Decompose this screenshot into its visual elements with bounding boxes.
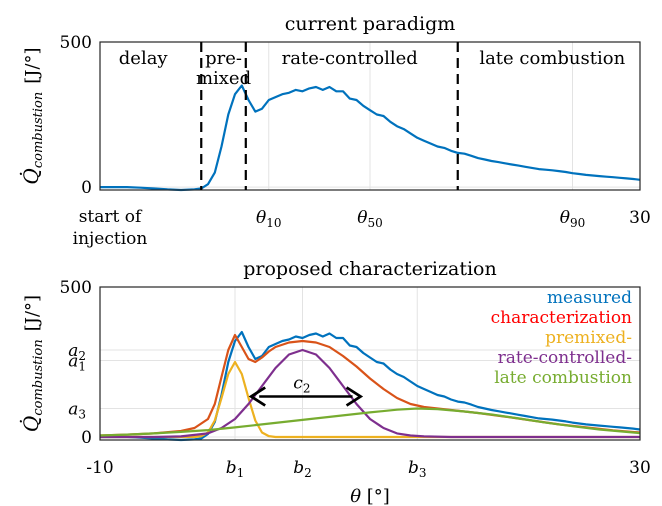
series-line-4: [99, 407, 641, 437]
phase-label: mixed: [196, 68, 251, 89]
phase-label: pre-: [205, 48, 242, 69]
c2-arrow-head-right: [345, 386, 364, 407]
x-tick-label: θ90: [560, 208, 586, 230]
x-tick-label: 30: [629, 208, 651, 228]
legend-entry: measured: [547, 288, 632, 308]
phase-label: late combustion: [479, 48, 625, 69]
c2-arrow-head-left: [248, 386, 266, 407]
chart-title: proposed characterization: [243, 258, 497, 280]
legend-entry: characterization: [491, 308, 632, 328]
y-tick-label: 0: [81, 178, 92, 198]
x-tick-label: b2: [293, 458, 312, 480]
phase-label: rate-controlled: [282, 48, 418, 69]
legend-entry: rate-controlled-: [498, 348, 632, 368]
start-of-injection-label-line1: start of: [79, 207, 143, 227]
y-tick-label: 0: [81, 428, 92, 448]
x-tick-label: b1: [226, 458, 245, 480]
y-tick-label: 500: [60, 33, 92, 53]
legend-entry: late combustion: [494, 368, 632, 388]
x-tick-label: 30: [629, 458, 651, 478]
current-paradigm-panel: current paradigm Q̇combustion[J/°] 500 0 θ10…: [19, 13, 651, 249]
y-tick-label: 500: [60, 278, 92, 298]
phase-label: delay: [119, 48, 169, 69]
series-line-0: [100, 330, 641, 442]
y-tick-label: a2: [68, 341, 86, 363]
chart-title: current paradigm: [285, 13, 456, 35]
proposed-characterization-panel: proposed characterization Q̇combustion[J/…: [19, 258, 651, 506]
legend: measuredcharacterizationpremixed-rate-co…: [491, 288, 633, 388]
axes-box: [99, 41, 641, 191]
x-tick-label: b3: [408, 458, 427, 480]
y-axis-label: Q̇combustion[J/°]: [19, 295, 46, 432]
y-axis-label: Q̇combustion[J/°]: [19, 47, 46, 184]
legend-entry: premixed-: [545, 328, 632, 348]
y-tick-label: a3: [68, 400, 86, 422]
x-tick-label: θ50: [357, 208, 383, 230]
x-tick-label: θ10: [256, 208, 282, 230]
x-axis-label: θ [°]: [350, 486, 390, 506]
y-tick-label: a1: [68, 352, 86, 374]
series-line-0: [100, 84, 641, 192]
start-of-injection-label-line2: injection: [73, 229, 148, 249]
x-tick-label: -10: [86, 458, 113, 478]
c2-label: c2: [293, 374, 310, 396]
axes-box: [99, 286, 641, 441]
